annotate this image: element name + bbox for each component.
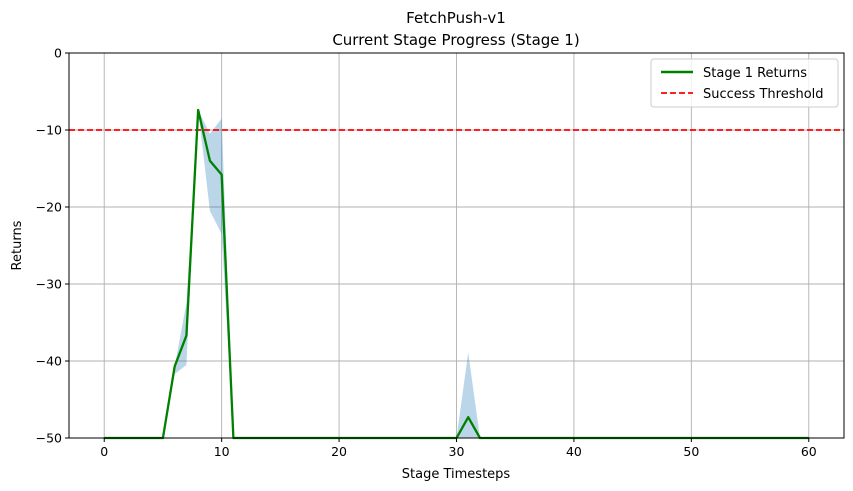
y-tick-label: −50 bbox=[36, 431, 62, 446]
series-point bbox=[467, 416, 470, 419]
x-tick-label: 60 bbox=[801, 444, 817, 459]
y-axis-label: Returns bbox=[10, 220, 25, 270]
series-point bbox=[185, 334, 188, 337]
x-tick-label: 40 bbox=[566, 444, 582, 459]
legend: Stage 1 Returns Success Threshold bbox=[650, 58, 839, 108]
legend-box bbox=[650, 58, 839, 108]
series-point bbox=[173, 365, 176, 368]
x-tick-label: 0 bbox=[100, 444, 108, 459]
x-tick-label: 30 bbox=[449, 444, 465, 459]
y-tick-label: −40 bbox=[36, 354, 62, 369]
y-tick-label: −30 bbox=[36, 277, 62, 292]
chart-title: FetchPush-v1 bbox=[406, 9, 506, 27]
y-tick-label: −10 bbox=[36, 123, 62, 138]
series-point bbox=[220, 173, 223, 176]
legend-label-returns: Stage 1 Returns bbox=[703, 66, 807, 81]
legend-label-threshold: Success Threshold bbox=[703, 87, 824, 102]
x-tick-label: 10 bbox=[214, 444, 230, 459]
x-tick-label: 20 bbox=[331, 444, 347, 459]
x-axis-label: Stage Timesteps bbox=[402, 467, 511, 482]
y-axis-ticks: 0 −10 −20 −30 −40 −50 bbox=[36, 46, 69, 446]
x-axis-ticks: 0 10 20 30 40 50 60 bbox=[100, 438, 817, 459]
series-point bbox=[209, 159, 211, 162]
chart-subtitle: Current Stage Progress (Stage 1) bbox=[332, 31, 579, 49]
y-tick-label: 0 bbox=[54, 46, 62, 61]
grid bbox=[69, 52, 844, 439]
x-tick-label: 50 bbox=[683, 444, 699, 459]
y-tick-label: −20 bbox=[36, 200, 62, 215]
series-point bbox=[197, 109, 200, 111]
